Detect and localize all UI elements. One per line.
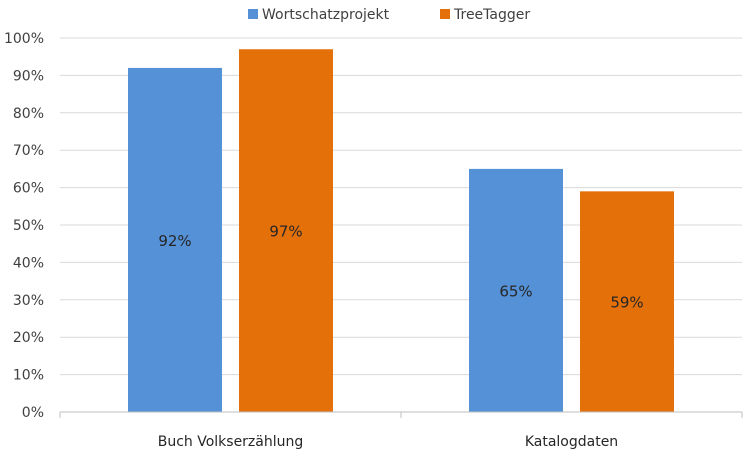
y-tick-label: 60% [13,181,44,197]
y-tick-label: 50% [13,218,44,234]
y-tick-label: 70% [13,143,44,159]
legend-label: Wortschatzprojekt [262,7,390,23]
y-tick-label: 100% [4,31,44,47]
bar [239,49,333,412]
x-category-label: Katalogdaten [525,434,618,450]
data-label: 97% [269,223,302,241]
bar [580,191,674,412]
y-tick-label: 0% [22,405,44,421]
y-tick-label: 40% [13,255,44,271]
x-category-label: Buch Volkserzählung [158,434,304,450]
y-axis-ticks: 0% 10% 20% 30% 40% 50% 60% 70% 80% 90% 100% [4,31,44,421]
y-tick-label: 80% [13,106,44,122]
bar [469,168,563,412]
x-axis-categories: Buch Volkserzählung Katalogdaten [158,434,618,450]
legend-swatch [248,9,258,19]
bars [128,49,674,413]
x-axis [59,411,743,418]
data-label: 59% [610,294,643,312]
data-label: 65% [499,282,532,300]
bar [128,67,222,413]
data-labels: 92% 97% 65% 59% [158,223,643,312]
y-tick-label: 30% [13,293,44,309]
legend: Wortschatzprojekt TreeTagger [248,7,530,23]
data-label: 92% [158,232,191,250]
y-tick-label: 10% [13,368,44,384]
legend-swatch [440,9,450,19]
legend-label: TreeTagger [453,7,530,23]
y-tick-label: 90% [13,68,44,84]
y-tick-label: 20% [13,330,44,346]
